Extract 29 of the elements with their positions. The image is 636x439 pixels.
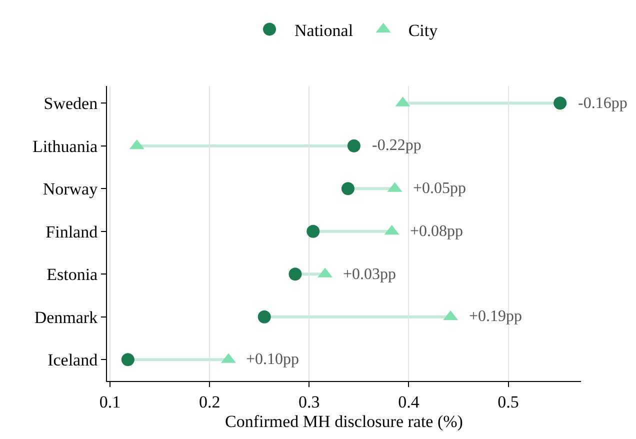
legend-label: National bbox=[294, 20, 354, 40]
annotation: +0.19pp bbox=[469, 308, 522, 325]
point bbox=[258, 310, 271, 324]
x-tick-label: 0.1 bbox=[99, 392, 121, 412]
point bbox=[347, 139, 360, 152]
annotation: +0.05pp bbox=[413, 180, 466, 197]
y-tick-label: Iceland bbox=[48, 350, 98, 370]
annotation: -0.22pp bbox=[372, 137, 422, 154]
x-tick-label: 0.4 bbox=[398, 392, 420, 412]
point bbox=[121, 353, 134, 366]
y-tick-label: Sweden bbox=[44, 94, 98, 114]
y-tick-label: Estonia bbox=[46, 265, 98, 284]
y-tick-label: Finland bbox=[46, 222, 98, 242]
point bbox=[306, 224, 320, 238]
x-tick-label: 0.5 bbox=[498, 392, 519, 412]
x-axis-title: Confirmed MH disclosure rate (%) bbox=[225, 412, 463, 431]
annotation: +0.03pp bbox=[343, 266, 396, 283]
x-tick-label: 0.2 bbox=[198, 392, 220, 412]
y-tick-label: Denmark bbox=[34, 308, 98, 327]
annotation: +0.10pp bbox=[246, 351, 300, 368]
point bbox=[341, 182, 354, 196]
annotation: +0.08pp bbox=[410, 223, 464, 240]
point bbox=[288, 268, 302, 281]
x-tick-label: 0.3 bbox=[298, 392, 320, 412]
annotation: -0.16pp bbox=[578, 95, 628, 112]
legend-label: City bbox=[408, 20, 438, 40]
point bbox=[554, 96, 567, 110]
y-tick-label: Norway bbox=[42, 180, 98, 199]
y-tick-label: Lithuania bbox=[32, 136, 98, 156]
